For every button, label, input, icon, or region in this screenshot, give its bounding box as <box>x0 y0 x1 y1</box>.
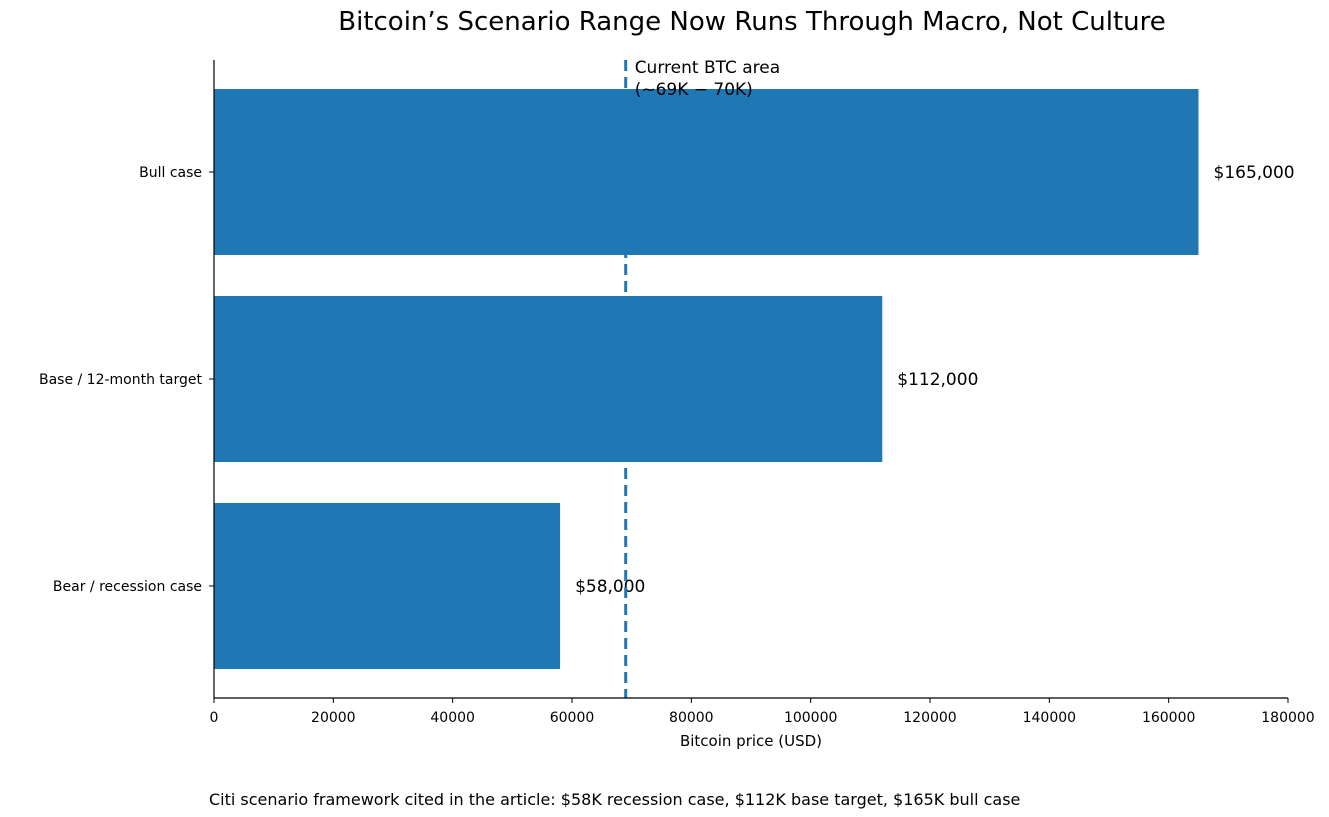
reference-line-label-range: (~69K − 70K) <box>635 80 753 100</box>
x-axis-label: Bitcoin price (USD) <box>680 732 822 750</box>
bars-layer: $58,000 $112,000 $165,000 <box>214 89 1295 669</box>
reference-line-label: Current BTC area <box>635 58 781 78</box>
x-tick-label: 80000 <box>669 710 714 726</box>
bar-value-label: $112,000 <box>897 370 978 390</box>
axes-layer: Bear / recession case Base / 12-month tar… <box>39 60 1315 726</box>
y-tick-label: Base / 12-month target <box>39 372 203 388</box>
bar-value-label: $165,000 <box>1214 163 1295 183</box>
x-tick-label: 120000 <box>903 710 956 726</box>
x-tick-label: 60000 <box>550 710 595 726</box>
y-tick-label: Bull case <box>139 165 202 181</box>
x-tick-label: 180000 <box>1261 710 1314 726</box>
x-tick-label: 160000 <box>1142 710 1195 726</box>
x-tick-label: 0 <box>210 710 219 726</box>
bar-value-label: $58,000 <box>575 577 645 597</box>
bar-2 <box>214 296 883 462</box>
x-tick-label: 140000 <box>1023 710 1076 726</box>
reference-line-layer: Current BTC area(~69K − 70K) <box>624 58 781 698</box>
chart-title: Bitcoin’s Scenario Range Now Runs Throug… <box>338 7 1166 37</box>
x-tick-label: 100000 <box>784 710 837 726</box>
y-tick-label: Bear / recession case <box>53 579 202 595</box>
bar-3 <box>214 89 1199 255</box>
footnote: Citi scenario framework cited in the art… <box>209 790 1020 809</box>
bar-1 <box>214 503 561 669</box>
x-tick-label: 40000 <box>430 710 475 726</box>
x-tick-label: 20000 <box>311 710 356 726</box>
